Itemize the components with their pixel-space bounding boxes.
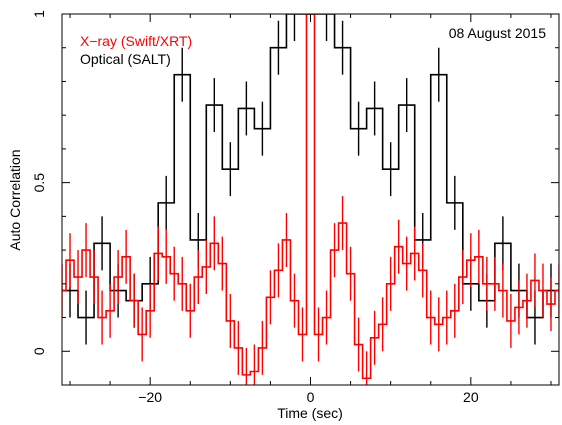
x-tick-label: −20 (138, 389, 162, 405)
date-annotation: 08 August 2015 (449, 25, 547, 41)
y-tick-label: 0 (31, 347, 47, 355)
series-1-line (62, 14, 559, 319)
series-layer (62, 14, 559, 385)
y-tick-label: 1 (31, 10, 47, 18)
y-axis-label: Auto Correlation (7, 149, 23, 250)
series-0 (62, 14, 559, 385)
x-tick-label: 20 (463, 389, 479, 405)
plot-frame (61, 13, 560, 386)
legend-optical: Optical (SALT) (80, 51, 171, 67)
x-tick-label: 0 (307, 389, 315, 405)
axis-layer: −20 0 20 0 0.5 1 (31, 10, 559, 405)
series-0-line (62, 14, 559, 380)
legend-xray: X−ray (Swift/XRT) (80, 33, 192, 49)
x-axis-label: Time (sec) (277, 405, 343, 421)
y-tick-label: 0.5 (31, 173, 47, 193)
